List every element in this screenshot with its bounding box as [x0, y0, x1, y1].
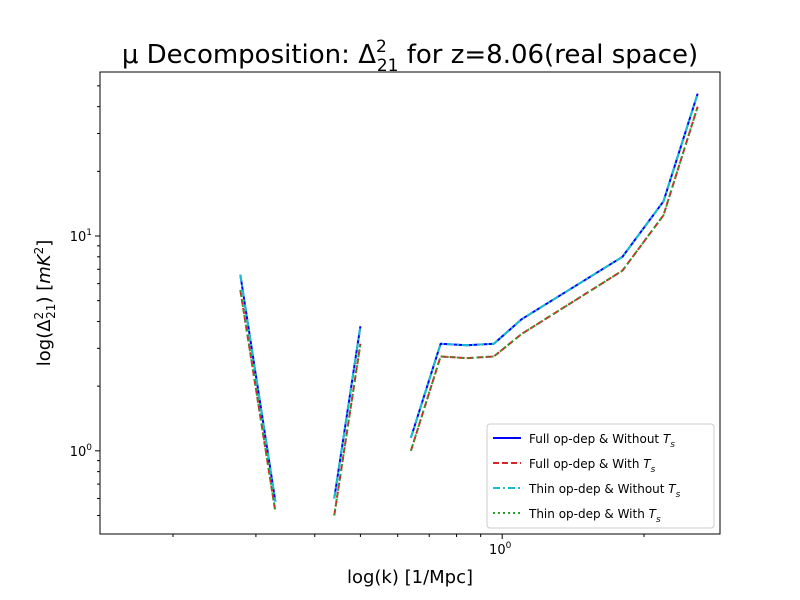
ylabel-unit-sup: 2: [32, 247, 46, 255]
y-axis-label: log(Δ221) [mK2]: [32, 240, 58, 367]
x-axis-label: log(k) [1/Mpc]: [347, 567, 473, 588]
tick-layer: 100 100 101: [70, 85, 645, 558]
y-tick-label: 100: [70, 443, 93, 460]
ylabel-mid: ) [: [34, 284, 55, 304]
axes-frame: [99, 71, 721, 535]
x-tick-label: 100: [489, 541, 512, 558]
title-suffix: for z=8.06(real space): [398, 40, 698, 70]
legend-label-1: Full op-dep & Without Ts: [529, 432, 675, 450]
chart-title: μ Decomposition: Δ2 21 for z=8.06(real sp…: [122, 37, 698, 76]
legend-label-2: Full op-dep & With Ts: [529, 457, 656, 475]
title-sup: 2: [376, 37, 387, 57]
legend: Full op-dep & Without Ts Full op-dep & Wi…: [486, 423, 715, 529]
series-layer: [239, 93, 699, 516]
series-line-4-segment-3: [409, 106, 699, 452]
series-line-3-segment-3: [409, 93, 699, 439]
legend-label-4: Thin op-dep & With Ts: [528, 507, 661, 525]
ylabel-sub: 21: [44, 304, 58, 319]
title-prefix: μ Decomposition: Δ: [122, 40, 376, 70]
title-sub: 21: [377, 56, 399, 76]
legend-label-3: Thin op-dep & Without Ts: [528, 482, 681, 500]
legend-box: [486, 423, 715, 529]
series-line-4-segment-2: [333, 343, 362, 516]
ylabel-suffix: ]: [34, 240, 55, 247]
series-line-2-segment-1: [239, 289, 277, 512]
ylabel-prefix: log(Δ: [34, 319, 55, 366]
ylabel-sup: 2: [32, 312, 46, 320]
series-line-2-segment-3: [409, 106, 699, 452]
y-tick-label: 101: [70, 228, 92, 245]
series-line-3-segment-1: [239, 274, 277, 502]
ylabel-unit: mK: [34, 253, 55, 284]
series-line-3-segment-2: [333, 326, 362, 499]
